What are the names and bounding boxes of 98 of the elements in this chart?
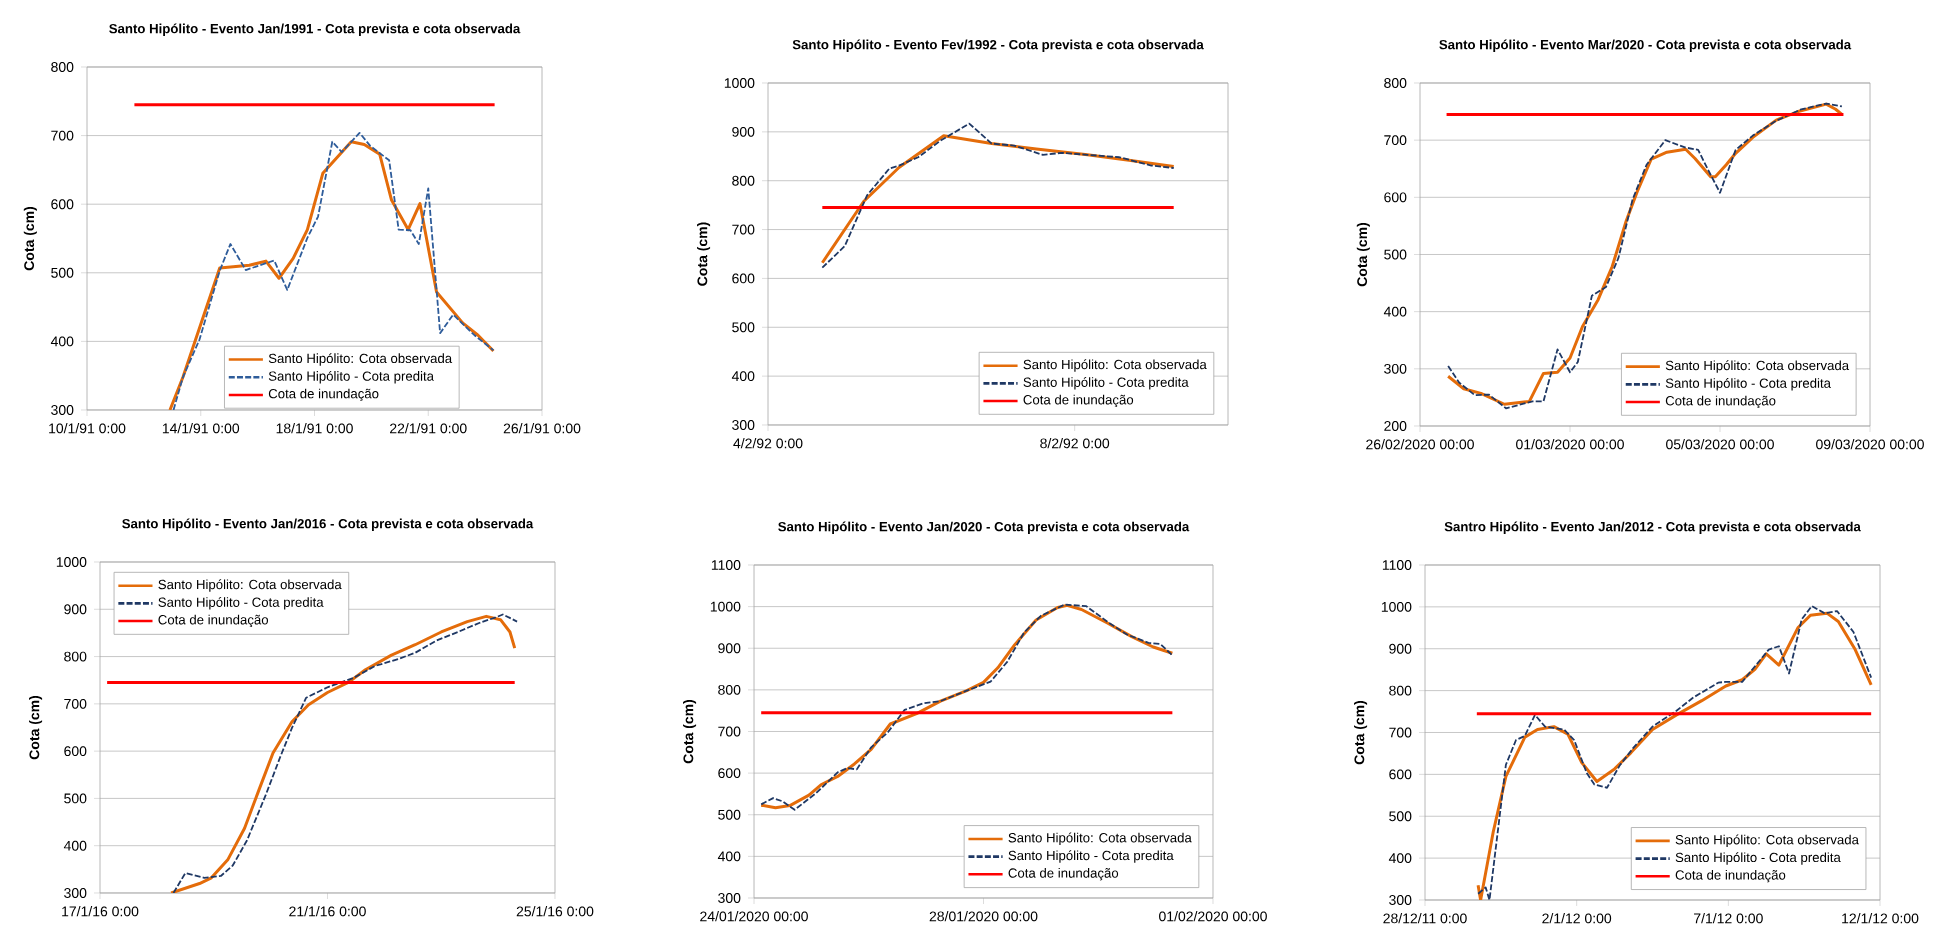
y-tick-label: 800	[64, 651, 87, 662]
y-tick-label: 1000	[1381, 601, 1412, 612]
y-tick-label: 400	[63, 840, 87, 851]
x-tick-label: 01/03/2020 00:00	[1516, 439, 1624, 450]
y-tick-label: 300	[1389, 895, 1412, 905]
y-axis-title: Cota (cm)	[683, 699, 697, 764]
y-tick-label: 900	[718, 643, 741, 654]
legend-label: Cota de inundação	[158, 614, 269, 628]
legend-label: Cota de inundação	[1665, 395, 1776, 409]
y-tick-label: 800	[51, 62, 74, 72]
x-tick-label: 26/1/91 0:00	[503, 423, 581, 434]
y-tick-label: 700	[51, 130, 74, 141]
y-tick-label: 600	[718, 768, 741, 779]
y-tick-label: 600	[51, 199, 74, 210]
y-tick-label: 300	[1384, 363, 1407, 374]
x-tick-label: 7/1/12 0:00	[1694, 913, 1763, 924]
y-tick-label: 500	[51, 267, 74, 278]
y-tick-label: 900	[1389, 643, 1412, 654]
y-tick-label: 700	[732, 224, 755, 235]
legend-label: Cota de inundação	[1675, 869, 1786, 883]
y-tick-label: 600	[64, 746, 87, 757]
legend-label: Santo Hipólito: Cota observada	[268, 353, 453, 366]
x-tick-label: 09/03/2020 00:00	[1816, 439, 1924, 450]
y-tick-label: 500	[732, 322, 755, 333]
chart-title: Santo Hipólito - Evento Jan/2016 - Cota prevista e cota observada	[122, 518, 534, 531]
chart-title: Santo Hipólito - Evento Fev/1992 - Cota prevista e cota observada	[792, 39, 1204, 52]
legend-label: Santo Hipólito - Cota predita	[1665, 378, 1831, 391]
y-tick-label: 1100	[1382, 560, 1412, 570]
y-tick-label: 700	[718, 726, 741, 737]
x-tick-label: 8/2/92 0:00	[1040, 438, 1110, 449]
x-tick-label: 28/12/11 0:00	[1383, 913, 1467, 924]
y-tick-label: 400	[50, 336, 74, 347]
x-tick-label: 10/1/91 0:00	[49, 423, 126, 434]
y-tick-label: 200	[1384, 421, 1407, 431]
chart-title: Santo Hipólito - Evento Jan/2020 - Cota prevista e cota observada	[778, 521, 1190, 534]
y-tick-label: 800	[732, 175, 755, 186]
y-tick-label: 500	[1384, 249, 1407, 260]
y-tick-label: 800	[1384, 78, 1407, 88]
y-tick-label: 800	[718, 684, 741, 695]
x-tick-label: 28/01/2020 00:00	[929, 911, 1038, 922]
legend-label: Santo Hipólito - Cota predita	[1008, 850, 1174, 863]
y-tick-label: 300	[64, 888, 87, 898]
legend-label: Santo Hipólito: Cota observada	[1023, 359, 1207, 372]
legend-label: Santo Hipólito: Cota observada	[1665, 360, 1850, 373]
y-tick-label: 900	[64, 604, 87, 615]
legend-label: Santo Hipólito - Cota predita	[268, 370, 434, 384]
y-tick-label: 500	[64, 793, 87, 804]
y-tick-label: 900	[732, 126, 755, 137]
chart-title: Santo Hipólito - Evento Mar/2020 - Cota prevista e cota observada	[1439, 39, 1852, 52]
x-tick-label: 01/02/2020 00:00	[1159, 911, 1267, 922]
legend-label: Santo Hipólito: Cota observada	[158, 579, 342, 592]
y-tick-label: 1000	[56, 557, 87, 567]
x-tick-label: 18/1/91 0:00	[276, 423, 353, 434]
y-tick-label: 400	[1388, 853, 1412, 864]
y-tick-label: 300	[718, 893, 741, 903]
y-tick-label: 700	[1389, 727, 1412, 738]
y-tick-label: 400	[731, 371, 755, 382]
x-tick-label: 2/1/12 0:00	[1542, 913, 1612, 924]
y-tick-label: 700	[64, 698, 87, 709]
x-tick-label: 17/1/16 0:00	[62, 906, 139, 917]
y-tick-label: 500	[718, 809, 741, 820]
y-axis-title: Cota (cm)	[29, 695, 43, 760]
y-tick-label: 400	[717, 851, 741, 862]
x-tick-label: 4/2/92 0:00	[733, 438, 803, 449]
y-axis-title: Cota (cm)	[1356, 222, 1370, 287]
y-tick-label: 500	[1389, 811, 1412, 822]
y-tick-label: 600	[732, 273, 755, 284]
y-tick-label: 700	[1384, 135, 1407, 146]
chart-title: Santro Hipólito - Evento Jan/2012 - Cota prevista e cota observada	[1444, 521, 1861, 534]
y-tick-label: 600	[1389, 769, 1412, 780]
y-tick-label: 800	[1389, 685, 1412, 696]
x-tick-label: 25/1/16 0:00	[516, 906, 594, 917]
x-tick-label: 26/02/2020 00:00	[1366, 439, 1474, 450]
y-tick-label: 1100	[711, 560, 741, 570]
x-tick-label: 05/03/2020 00:00	[1666, 439, 1774, 450]
y-tick-label: 300	[51, 405, 74, 415]
y-tick-label: 300	[732, 420, 755, 430]
chart-title: Santo Hipólito - Evento Jan/1991 - Cota prevista e cota observada	[109, 23, 521, 36]
legend-label: Santo Hipólito: Cota observada	[1675, 834, 1859, 847]
x-tick-label: 12/1/12 0:00	[1842, 913, 1919, 924]
x-tick-label: 22/1/91 0:00	[390, 423, 467, 434]
x-tick-label: 24/01/2020 00:00	[700, 911, 808, 922]
legend-label: Santo Hipólito - Cota predita	[1675, 852, 1841, 865]
legend-label: Cota de inundação	[268, 388, 379, 401]
y-axis-title: Cota (cm)	[697, 222, 711, 286]
y-axis-title: Cota (cm)	[23, 206, 37, 271]
y-tick-label: 600	[1384, 192, 1407, 203]
x-tick-label: 14/1/91 0:00	[162, 423, 240, 434]
y-tick-label: 400	[1383, 306, 1407, 317]
y-tick-label: 1000	[724, 78, 755, 88]
legend-label: Santo Hipólito - Cota predita	[1023, 377, 1189, 390]
x-tick-label: 21/1/16 0:00	[289, 906, 366, 917]
legend-label: Santo Hipólito: Cota observada	[1008, 832, 1192, 846]
y-tick-label: 1000	[710, 601, 741, 612]
y-axis-title: Cota (cm)	[1354, 700, 1368, 765]
legend-label: Santo Hipólito - Cota predita	[158, 597, 324, 610]
legend-label: Cota de inundação	[1008, 868, 1119, 881]
legend-label: Cota de inundação	[1023, 394, 1134, 408]
